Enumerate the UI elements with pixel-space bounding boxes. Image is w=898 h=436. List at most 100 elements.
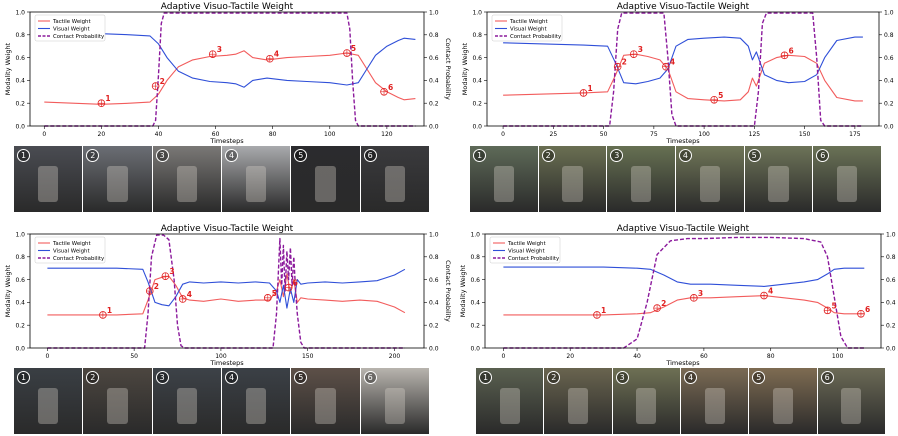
step-number-badge: 1 [17,149,30,162]
chart-title: Adaptive Visuo-Tactile Weight [161,2,294,12]
step-number-badge: 2 [541,149,555,162]
photo-strip-bottom-right: 1 2 3 4 5 6 [476,368,886,434]
y2-tick-label: 0.8 [884,32,894,39]
step-number-badge: 4 [683,371,697,384]
x-tick-label: 200 [389,353,401,360]
photo-object [176,387,198,425]
y-tick-label: 0.6 [15,55,25,62]
photo-object [37,165,59,203]
x-tick-label: 100 [698,131,710,138]
photo-object [315,165,336,203]
photo-object [107,165,128,203]
y-tick-label: 0.2 [472,101,482,108]
photo-object [384,165,406,203]
step-number-badge: 2 [86,371,100,384]
legend-box [489,236,561,264]
chart-bottom-left: Adaptive Visuo-Tactile Weight 0.0 0.0 0.2 0.… [4,224,452,367]
photo-object [704,387,725,425]
series-line-contact-probability [44,12,416,127]
legend-box [34,236,106,264]
y-tick-label: 0.2 [470,323,480,330]
step-number-badge: 5 [294,371,308,384]
x-tick-label: 20 [566,353,574,360]
x-axis-label: Timesteps [665,137,700,145]
photo-object [768,165,789,203]
y2-tick-label: 0.2 [429,101,439,108]
series-line-visual-weight [503,266,865,287]
annotation-label: 5 [272,289,277,298]
photo-frame: 2 [83,368,153,434]
y-tick-label: 0.0 [15,345,25,352]
legend-entry: Tactile Weight [52,19,91,25]
photo-object [37,387,59,425]
y2-tick-label: 0.0 [884,123,894,130]
y2-tick-label: 0.0 [429,345,439,352]
chart-title: Adaptive Visuo-Tactile Weight [617,2,750,12]
legend-entry: Tactile Weight [52,241,91,247]
photo-frame: 6 [360,368,430,434]
plot-frame [486,11,880,127]
photo-frame: 6 [360,146,430,212]
y2-tick-label: 1.0 [429,9,439,16]
y-tick-label: 0.8 [15,32,25,39]
annotation-label: 1 [107,306,112,315]
y2-tick-label: 0.8 [429,32,439,39]
y2-tick-label: 0.8 [429,254,439,261]
y2-tick-label: 1.0 [429,231,439,238]
annotation-label: 6 [865,305,870,314]
x-tick-label: 125 [749,131,761,138]
step-number-badge: 4 [678,149,692,162]
y2-tick-label: 1.0 [886,231,896,238]
photo-frame: 5 [744,146,814,212]
plot-frame [484,233,882,349]
x-tick-label: 60 [700,353,708,360]
annotation-label: 4 [274,50,279,59]
annotation-label: 6 [293,279,298,288]
legend-entry: Tactile Weight [509,19,548,25]
series-line-tactile-weight [503,295,865,316]
y2-tick-label: 0.0 [429,123,439,130]
annotation-label: 2 [661,299,666,308]
series-line-contact-probability [47,234,405,349]
x-axis-label: Timesteps [665,359,700,367]
y2-tick-label: 0.4 [429,300,439,307]
y2-tick-label: 0.6 [886,277,896,284]
chart-title: Adaptive Visuo-Tactile Weight [617,224,750,234]
annotation-label: 2 [622,58,627,67]
chart-title: Adaptive Visuo-Tactile Weight [161,224,294,234]
y-tick-label: 0.2 [15,101,25,108]
x-tick-label: 20 [98,131,106,138]
photo-frame: 4 [675,146,745,212]
legend-box [34,14,106,42]
step-number-badge: 1 [17,371,30,384]
x-tick-label: 0 [501,131,505,138]
annotation-label: 1 [601,306,606,315]
x-tick-label: 175 [849,131,861,138]
step-number-badge: 4 [224,371,238,384]
series-line-tactile-weight [47,273,406,316]
chart-top-left: Adaptive Visuo-Tactile Weight 0.0 0.0 0.2 0.… [4,2,452,145]
x-tick-label: 150 [302,353,314,360]
y2-tick-label: 1.0 [884,9,894,16]
step-number-badge: 5 [752,371,766,384]
annotation-label: 3 [638,45,643,54]
y-tick-label: 0.4 [470,300,480,307]
y2-tick-label: 0.0 [886,345,896,352]
y2-tick-label: 0.4 [886,300,896,307]
photo-object [630,165,652,203]
x-tick-label: 100 [215,353,227,360]
y2-axis-label: Contact Probability [444,38,452,100]
x-tick-label: 80 [269,131,277,138]
plot-frame [29,11,425,127]
x-tick-label: 0 [45,353,49,360]
annotation-label: 3 [217,45,222,54]
step-number-badge: 6 [816,149,830,162]
photo-object [315,387,336,425]
y-tick-label: 1.0 [472,9,482,16]
y2-tick-label: 0.6 [429,277,439,284]
annotation-label: 3 [169,267,174,276]
photo-object [562,165,583,203]
step-number-badge: 5 [294,149,308,162]
legend-entry: Tactile Weight [507,241,546,247]
